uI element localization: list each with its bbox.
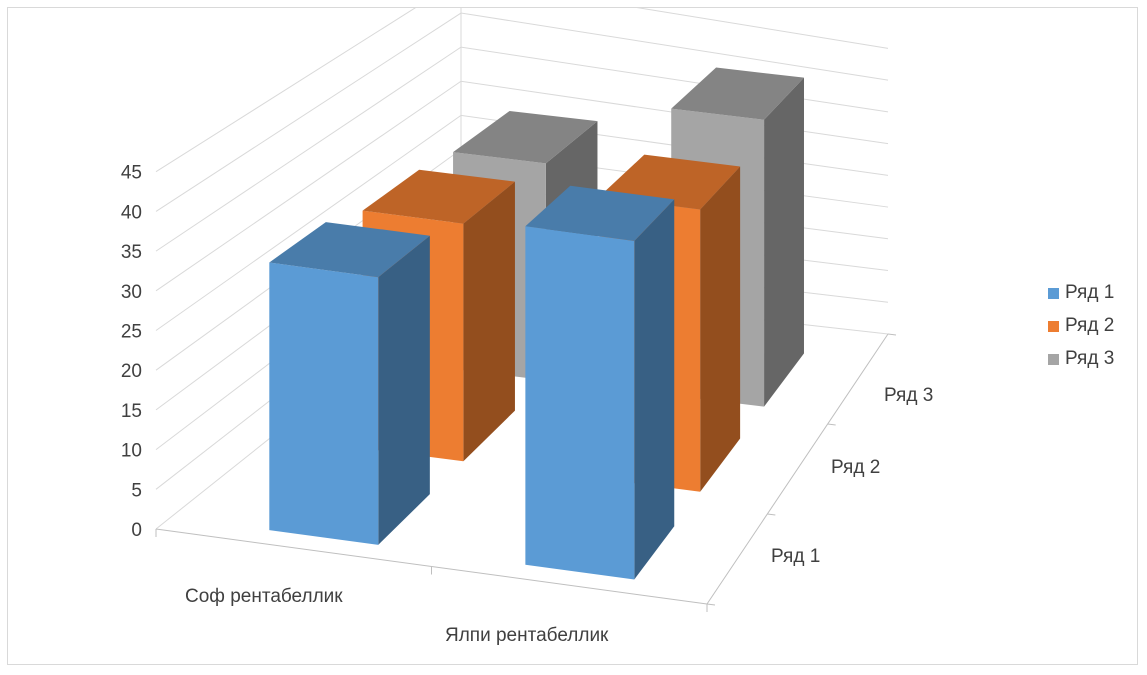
bar — [269, 222, 430, 545]
y-tick-label: 40 — [121, 202, 142, 223]
legend-label: Ряд 1 — [1065, 282, 1115, 303]
y-tick-label: 30 — [121, 282, 142, 303]
legend-swatch-series-1 — [1048, 287, 1059, 299]
y-tick-label: 5 — [131, 480, 142, 501]
legend: Ряд 1 Ряд 2 Ряд 3 — [1048, 282, 1114, 381]
bar-front — [269, 262, 379, 545]
category-label: Ялпи рентабеллик — [445, 625, 609, 646]
legend-item: Ряд 1 — [1048, 282, 1114, 304]
bar-side — [378, 235, 430, 545]
depth-label: Ряд 2 — [831, 457, 880, 478]
legend-label: Ряд 3 — [1065, 348, 1115, 369]
y-tick-label: 45 — [121, 163, 142, 184]
y-tick-label: 25 — [121, 322, 142, 343]
depth-axis-tick — [827, 423, 836, 426]
bar-side — [764, 77, 804, 407]
bar-side — [634, 199, 675, 580]
depth-label: Ряд 3 — [884, 385, 933, 406]
bar-top — [671, 67, 804, 120]
y-tick-label: 0 — [131, 520, 142, 541]
y-tick-label: 20 — [121, 361, 142, 382]
depth-axis-tick — [887, 333, 897, 336]
depth-axis-tick — [706, 603, 716, 606]
bar-side — [700, 166, 741, 492]
depth-axis-line — [706, 333, 889, 605]
bar-top — [453, 110, 598, 164]
y-tick-label: 35 — [121, 242, 142, 263]
legend-label: Ряд 2 — [1065, 315, 1115, 336]
bar-side — [463, 181, 515, 462]
gridline — [155, 8, 889, 173]
legend-item: Ряд 2 — [1048, 315, 1114, 337]
y-tick-label: 10 — [121, 441, 142, 462]
legend-swatch-series-3 — [1048, 353, 1059, 365]
bar-top — [269, 222, 430, 278]
legend-swatch-series-2 — [1048, 320, 1059, 332]
depth-label: Ряд 1 — [771, 546, 820, 567]
chart-area: 0 5 10 15 20 25 30 35 40 45 Соф рентабеллик Ялпи ре… — [7, 7, 1138, 665]
bar-front — [525, 226, 635, 580]
category-label: Соф рентабеллик — [185, 586, 343, 607]
chart-plot: 0 5 10 15 20 25 30 35 40 45 Соф рентабеллик Ялпи ре… — [121, 8, 933, 646]
bar — [525, 185, 675, 580]
depth-axis-tick — [767, 513, 776, 516]
y-tick-label: 15 — [121, 401, 142, 422]
bar-top — [525, 185, 675, 241]
bar-top — [362, 169, 515, 224]
legend-item: Ряд 3 — [1048, 348, 1114, 370]
bars — [269, 67, 804, 580]
